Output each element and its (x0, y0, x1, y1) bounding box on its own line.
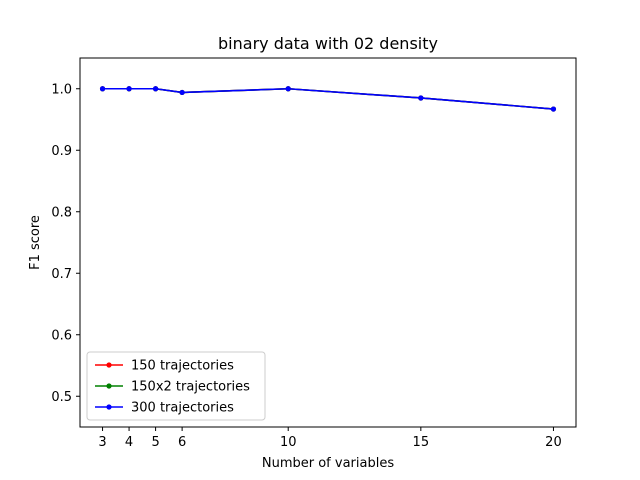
legend-label: 300 trajectories (131, 401, 234, 416)
legend-label: 150 trajectories (131, 359, 234, 374)
data-point (285, 86, 291, 92)
y-axis-label: F1 score (28, 215, 43, 270)
y-tick-label: 1.0 (51, 82, 72, 97)
plot-area (99, 86, 557, 112)
legend-box (86, 351, 266, 421)
y-axis-ticks: 0.5 0.6 0.7 0.8 0.9 1.0 (51, 82, 80, 405)
data-point (152, 86, 159, 92)
x-tick-label: 20 (545, 435, 562, 450)
legend-marker (106, 404, 112, 410)
series-line (102, 87, 554, 110)
data-point (99, 86, 106, 92)
x-tick-label: 15 (413, 435, 430, 450)
x-tick-label: 10 (280, 435, 297, 450)
data-point (126, 86, 132, 92)
y-tick-label: 0.5 (51, 390, 72, 405)
legend-marker (106, 383, 112, 389)
chart-title: binary data with 02 density (218, 34, 438, 53)
x-axis-ticks: 3 4 5 6 10 15 20 (98, 427, 562, 450)
y-tick-label: 0.6 (51, 328, 72, 343)
data-point (550, 106, 557, 112)
x-tick-label: 6 (178, 435, 186, 450)
y-tick-label: 0.9 (51, 144, 72, 159)
axes-frame (79, 57, 577, 428)
series-3 (99, 86, 557, 112)
data-point (179, 89, 185, 96)
legend-item[interactable]: 300 trajectories (95, 401, 234, 416)
legend-label: 150x2 trajectories (131, 380, 250, 395)
data-point (418, 95, 424, 101)
legend-item[interactable]: 150x2 trajectories (95, 380, 250, 395)
legend-item[interactable]: 150 trajectories (95, 359, 234, 374)
x-tick-label: 3 (98, 435, 106, 450)
x-tick-label: 4 (125, 435, 133, 450)
legend[interactable]: 150 trajectories 150x2 trajectories 300 tr… (86, 351, 266, 421)
legend-marker (106, 362, 112, 368)
x-tick-label: 5 (151, 435, 159, 450)
x-axis-label: Number of variables (262, 456, 394, 471)
y-tick-label: 0.7 (51, 267, 72, 282)
y-tick-label: 0.8 (51, 205, 72, 220)
